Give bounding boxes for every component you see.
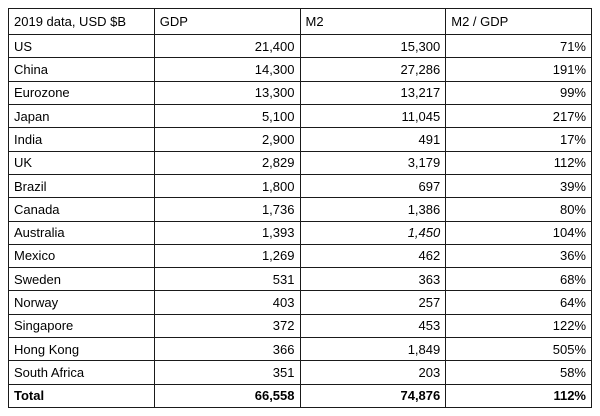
m2-gdp-cell: 58% [445,360,592,385]
gdp-cell: 5,100 [153,103,301,129]
m2-cell-italic: 1,450 [299,220,447,245]
m2-gdp-cell: 99% [445,80,592,105]
m2-cell: 453 [299,313,447,339]
m2-cell: 15,300 [299,33,447,59]
gdp-cell: 1,269 [153,243,301,269]
header-row: 2019 data, USD $B GDP M2 M2 / GDP [8,8,592,35]
row-label: Singapore [8,313,155,339]
gdp-cell: 403 [153,290,301,315]
m2-gdp-cell: 112% [445,150,592,175]
row-label: Japan [8,103,155,129]
gdp-cell: 531 [153,267,301,292]
m2-cell: 11,045 [299,103,447,129]
m2-gdp-cell: 64% [445,290,592,315]
m2-cell: 13,217 [299,80,447,105]
m2-gdp-cell: 217% [445,103,592,129]
row-label: Australia [8,220,155,245]
row-label: Eurozone [8,80,155,105]
row-label: Norway [8,290,155,315]
row-label: China [8,57,155,82]
gdp-cell: 366 [153,337,301,362]
row-label: Brazil [8,173,155,199]
m2-gdp-cell: 68% [445,267,592,292]
row-label: Hong Kong [8,337,155,362]
table-row-norway: Norway 403 257 64% [8,290,592,315]
table-row-japan: Japan 5,100 11,045 217% [8,103,592,129]
m2-cell: 257 [299,290,447,315]
table-row-brazil: Brazil 1,800 697 39% [8,173,592,199]
total-m2-gdp-cell: 112% [445,383,592,409]
m2-cell: 363 [299,267,447,292]
gdp-cell: 1,736 [153,197,301,222]
column-header-dataset: 2019 data, USD $B [8,8,155,35]
m2-cell: 491 [299,127,447,152]
m2-cell: 1,386 [299,197,447,222]
total-m2-cell: 74,876 [299,383,447,409]
gdp-cell: 2,829 [153,150,301,175]
gdp-cell: 2,900 [153,127,301,152]
gdp-m2-table: 2019 data, USD $B GDP M2 M2 / GDP US 21,… [8,8,592,409]
row-label: Sweden [8,267,155,292]
row-label: South Africa [8,360,155,385]
gdp-cell: 351 [153,360,301,385]
total-label: Total [8,383,155,409]
table-row-hong-kong: Hong Kong 366 1,849 505% [8,337,592,362]
table-row-singapore: Singapore 372 453 122% [8,313,592,339]
table-row-us: US 21,400 15,300 71% [8,33,592,59]
m2-cell: 462 [299,243,447,269]
table-row-eurozone: Eurozone 13,300 13,217 99% [8,80,592,105]
m2-gdp-cell: 17% [445,127,592,152]
table-row-south-africa: South Africa 351 203 58% [8,360,592,385]
table-row-uk: UK 2,829 3,179 112% [8,150,592,175]
table-row-china: China 14,300 27,286 191% [8,57,592,82]
m2-cell: 3,179 [299,150,447,175]
row-label: Mexico [8,243,155,269]
m2-gdp-cell: 71% [445,33,592,59]
table-row-india: India 2,900 491 17% [8,127,592,152]
table-row-canada: Canada 1,736 1,386 80% [8,197,592,222]
table-row-mexico: Mexico 1,269 462 36% [8,243,592,269]
gdp-cell: 1,800 [153,173,301,199]
row-label: UK [8,150,155,175]
m2-cell: 27,286 [299,57,447,82]
column-header-gdp: GDP [153,8,301,35]
row-label: Canada [8,197,155,222]
table-row-australia: Australia 1,393 1,450 104% [8,220,592,245]
column-header-m2-gdp: M2 / GDP [445,8,592,35]
total-row: Total 66,558 74,876 112% [8,383,592,409]
m2-gdp-cell: 36% [445,243,592,269]
m2-gdp-cell: 80% [445,197,592,222]
m2-gdp-cell: 39% [445,173,592,199]
m2-gdp-cell: 104% [445,220,592,245]
m2-gdp-cell: 505% [445,337,592,362]
gdp-cell: 372 [153,313,301,339]
m2-cell: 697 [299,173,447,199]
m2-cell: 203 [299,360,447,385]
m2-gdp-cell: 191% [445,57,592,82]
gdp-cell: 21,400 [153,33,301,59]
m2-cell: 1,849 [299,337,447,362]
gdp-cell: 14,300 [153,57,301,82]
row-label: US [8,33,155,59]
column-header-m2: M2 [299,8,447,35]
m2-gdp-cell: 122% [445,313,592,339]
gdp-cell: 13,300 [153,80,301,105]
gdp-cell: 1,393 [153,220,301,245]
row-label: India [8,127,155,152]
table-row-sweden: Sweden 531 363 68% [8,267,592,292]
total-gdp-cell: 66,558 [153,383,301,409]
